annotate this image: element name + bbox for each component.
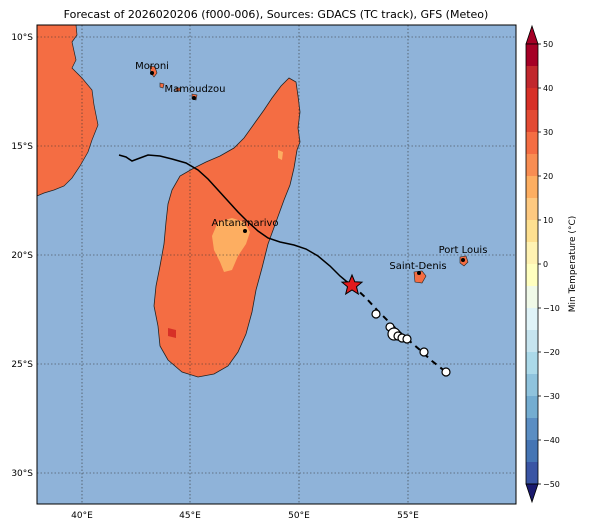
- city-dot-antananarivo: [243, 229, 247, 233]
- colorbar-cell: [526, 176, 538, 199]
- colorbar-cell: [526, 264, 538, 287]
- city-label-antananarivo: Antananarivo: [211, 218, 278, 229]
- city-label-port-louis: Port Louis: [439, 245, 488, 256]
- colorbar-upper-extend-arrow: [525, 24, 539, 45]
- colorbar-cell: [526, 396, 538, 419]
- colorbar-tick-label: −30: [543, 392, 560, 401]
- colorbar-cell: [526, 374, 538, 397]
- colorbar-cell: [526, 220, 538, 243]
- lon-label: 50°E: [288, 511, 310, 521]
- observed-track-line: [118, 154, 353, 286]
- colorbar-tick-label: 40: [543, 84, 553, 93]
- colorbar: 50 40 30 20 10 0 −10 −20 −30 −40 −50 Min Temperatu…: [525, 24, 578, 504]
- longitude-labels: 40°E 45°E 50°E 55°E: [71, 511, 419, 521]
- lat-label: 15°S: [11, 142, 33, 152]
- city-label-saint-denis: Saint-Denis: [389, 261, 446, 272]
- colorbar-cell: [526, 242, 538, 265]
- city-dot-moroni: [150, 71, 154, 75]
- colorbar-tick-label: 10: [543, 216, 553, 225]
- colorbar-tick-label: −50: [543, 480, 560, 489]
- colorbar-cell: [526, 132, 538, 155]
- colorbar-tick-label: 30: [543, 128, 553, 137]
- figure-title: Forecast of 2026020206 (f000-006), Sourc…: [64, 8, 489, 21]
- colorbar-cell: [526, 462, 538, 485]
- forecast-position-marker: [371, 309, 381, 319]
- colorbar-cell: [526, 44, 538, 67]
- comoros-small-island: [159, 82, 165, 89]
- southwest-hot-patch: [168, 328, 176, 338]
- colorbar-cells: [526, 44, 538, 485]
- lon-label: 55°E: [397, 511, 419, 521]
- map-frame: [36, 24, 517, 505]
- city-label-moroni: Moroni: [135, 61, 169, 72]
- colorbar-cell: [526, 440, 538, 463]
- lon-label: 45°E: [179, 511, 201, 521]
- colorbar-cell: [526, 198, 538, 221]
- city-label-mamoudzou: Mamoudzou: [164, 84, 225, 95]
- colorbar-tick-label: −40: [543, 436, 560, 445]
- forecast-position-markers: [371, 309, 451, 377]
- forecast-position-marker: [419, 347, 429, 357]
- forecast-position-marker: [441, 367, 451, 377]
- latitude-labels: 10°S 15°S 20°S 25°S 30°S: [11, 33, 33, 479]
- current-position-star-icon: [340, 273, 364, 296]
- colorbar-tick-label: 0: [543, 260, 548, 269]
- colorbar-tick-label: −20: [543, 348, 560, 357]
- colorbar-cell: [526, 286, 538, 309]
- colorbar-cell: [526, 66, 538, 89]
- city-dot-saint-denis: [417, 271, 421, 275]
- highland-warm-patch: [212, 218, 250, 272]
- north-warm-patch: [278, 150, 283, 160]
- colorbar-cell: [526, 330, 538, 353]
- colorbar-cell: [526, 352, 538, 375]
- colorbar-lower-extend-arrow: [525, 483, 539, 504]
- city-markers: [150, 71, 465, 275]
- map-panel: Moroni Mamoudzou Antananarivo Saint-Deni…: [36, 24, 517, 505]
- reunion-island: [413, 270, 427, 284]
- lat-label: 25°S: [11, 360, 33, 370]
- city-dot-port-louis: [461, 258, 465, 262]
- lat-label: 30°S: [11, 469, 33, 479]
- colorbar-cell: [526, 110, 538, 133]
- colorbar-ticks: 50 40 30 20 10 0 −10 −20 −30 −40 −50: [538, 40, 560, 489]
- forecast-position-marker: [402, 334, 412, 344]
- colorbar-cell: [526, 88, 538, 111]
- anjouan-island: [175, 87, 181, 92]
- colorbar-label: Min Temperature (°C): [568, 216, 578, 313]
- colorbar-cell: [526, 418, 538, 441]
- colorbar-tick-label: 50: [543, 40, 553, 49]
- lat-label: 20°S: [11, 251, 33, 261]
- city-dot-mamoudzou: [192, 96, 196, 100]
- colorbar-tick-label: −10: [543, 304, 560, 313]
- colorbar-cell: [526, 308, 538, 331]
- lat-label: 10°S: [11, 33, 33, 43]
- colorbar-tick-label: 20: [543, 172, 553, 181]
- lon-label: 40°E: [71, 511, 93, 521]
- colorbar-cell: [526, 154, 538, 177]
- africa-landmass: [36, 24, 99, 197]
